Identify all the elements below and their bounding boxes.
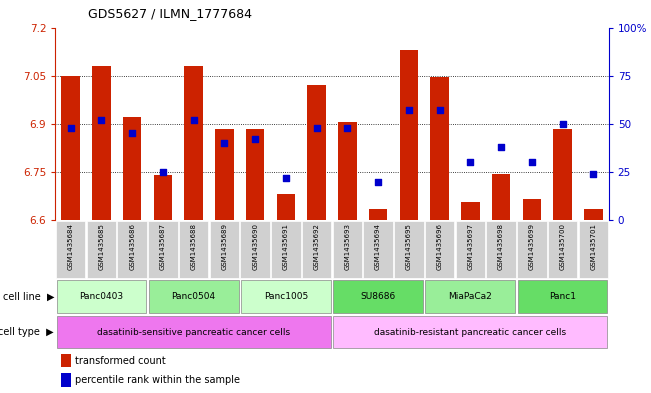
Text: GSM1435698: GSM1435698	[498, 223, 504, 270]
Text: cell line  ▶: cell line ▶	[3, 292, 54, 302]
Text: Panc1005: Panc1005	[264, 292, 308, 301]
Bar	[400, 50, 418, 220]
FancyBboxPatch shape	[57, 281, 146, 313]
Text: dasatinib-resistant pancreatic cancer cells: dasatinib-resistant pancreatic cancer ce…	[374, 328, 566, 336]
Text: GSM1435687: GSM1435687	[160, 223, 166, 270]
Text: transformed count: transformed count	[75, 356, 165, 366]
Text: percentile rank within the sample: percentile rank within the sample	[75, 375, 240, 386]
Text: GSM1435700: GSM1435700	[560, 223, 566, 270]
Point	[219, 140, 230, 146]
Text: GSM1435693: GSM1435693	[344, 223, 350, 270]
FancyBboxPatch shape	[87, 221, 116, 278]
Text: dasatinib-sensitive pancreatic cancer cells: dasatinib-sensitive pancreatic cancer ce…	[97, 328, 290, 336]
FancyBboxPatch shape	[363, 221, 393, 278]
Text: GSM1435686: GSM1435686	[129, 223, 135, 270]
Text: Panc0403: Panc0403	[79, 292, 124, 301]
Text: GSM1435691: GSM1435691	[283, 223, 289, 270]
Point	[158, 169, 168, 175]
Bar	[523, 199, 541, 220]
Text: GSM1435695: GSM1435695	[406, 223, 412, 270]
Text: GSM1435684: GSM1435684	[68, 223, 74, 270]
Bar	[277, 195, 295, 220]
Text: GSM1435689: GSM1435689	[221, 223, 227, 270]
Point	[281, 174, 291, 181]
Point	[496, 144, 506, 150]
Text: GSM1435697: GSM1435697	[467, 223, 473, 270]
Bar	[61, 75, 80, 220]
Point	[373, 178, 383, 185]
Bar	[584, 209, 603, 220]
Point	[189, 117, 199, 123]
FancyBboxPatch shape	[579, 221, 608, 278]
Bar	[154, 175, 172, 220]
FancyBboxPatch shape	[57, 316, 331, 348]
Text: MiaPaCa2: MiaPaCa2	[449, 292, 492, 301]
FancyBboxPatch shape	[333, 221, 362, 278]
Text: GSM1435699: GSM1435699	[529, 223, 535, 270]
FancyBboxPatch shape	[486, 221, 516, 278]
Point	[250, 136, 260, 142]
Text: GDS5627 / ILMN_1777684: GDS5627 / ILMN_1777684	[88, 7, 252, 20]
Point	[404, 107, 414, 114]
FancyBboxPatch shape	[240, 221, 270, 278]
Text: GSM1435692: GSM1435692	[314, 223, 320, 270]
Bar	[246, 129, 264, 220]
Point	[127, 130, 137, 136]
Bar	[430, 77, 449, 220]
Bar	[92, 66, 111, 220]
FancyBboxPatch shape	[333, 316, 607, 348]
Point	[96, 117, 107, 123]
Bar	[184, 66, 203, 220]
Point	[66, 125, 76, 131]
Bar	[61, 373, 71, 387]
Text: SU8686: SU8686	[361, 292, 396, 301]
Bar	[123, 118, 141, 220]
Text: GSM1435694: GSM1435694	[375, 223, 381, 270]
Text: GSM1435685: GSM1435685	[98, 223, 104, 270]
FancyBboxPatch shape	[56, 221, 85, 278]
Text: GSM1435690: GSM1435690	[252, 223, 258, 270]
Text: cell type  ▶: cell type ▶	[0, 327, 54, 337]
Text: Panc0504: Panc0504	[172, 292, 215, 301]
FancyBboxPatch shape	[456, 221, 485, 278]
Point	[588, 171, 598, 177]
Bar	[492, 174, 510, 220]
FancyBboxPatch shape	[271, 221, 301, 278]
FancyBboxPatch shape	[302, 221, 331, 278]
Point	[311, 125, 322, 131]
Point	[465, 159, 475, 165]
FancyBboxPatch shape	[394, 221, 424, 278]
FancyBboxPatch shape	[117, 221, 147, 278]
Bar	[307, 85, 326, 220]
FancyBboxPatch shape	[241, 281, 331, 313]
Bar	[369, 209, 387, 220]
Bar	[461, 202, 480, 220]
Bar	[553, 129, 572, 220]
FancyBboxPatch shape	[149, 281, 238, 313]
Text: Panc1: Panc1	[549, 292, 576, 301]
FancyBboxPatch shape	[148, 221, 178, 278]
Point	[342, 125, 353, 131]
FancyBboxPatch shape	[333, 281, 423, 313]
FancyBboxPatch shape	[425, 221, 454, 278]
Bar	[215, 129, 234, 220]
FancyBboxPatch shape	[179, 221, 208, 278]
FancyBboxPatch shape	[518, 281, 607, 313]
Text: GSM1435696: GSM1435696	[437, 223, 443, 270]
Point	[527, 159, 537, 165]
FancyBboxPatch shape	[517, 221, 547, 278]
FancyBboxPatch shape	[548, 221, 577, 278]
Point	[434, 107, 445, 114]
Text: GSM1435688: GSM1435688	[191, 223, 197, 270]
FancyBboxPatch shape	[210, 221, 239, 278]
Bar	[61, 354, 71, 367]
FancyBboxPatch shape	[426, 281, 515, 313]
Bar	[338, 122, 357, 220]
Point	[557, 121, 568, 127]
Text: GSM1435701: GSM1435701	[590, 223, 596, 270]
